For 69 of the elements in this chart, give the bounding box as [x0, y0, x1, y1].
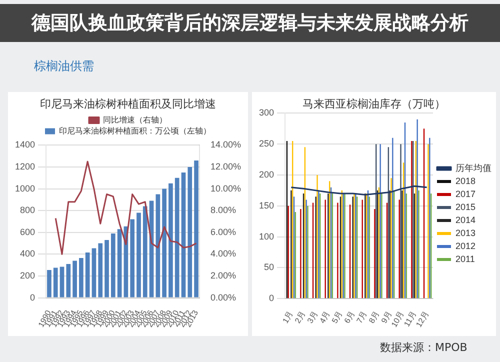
y-tick-label: 600	[20, 226, 36, 237]
source-note: 数据来源：MPOB	[380, 340, 468, 355]
y-tick-label: 50	[264, 262, 274, 272]
y-tick-label: 1000	[14, 183, 36, 194]
bar	[130, 219, 135, 298]
legend-label: 2015	[456, 202, 476, 212]
y2-tick-label: 8.00%	[210, 205, 236, 216]
y2-tick-label: 2.00%	[210, 270, 236, 280]
bar	[85, 252, 90, 298]
legend-label: 2011	[456, 254, 475, 264]
bar	[72, 260, 77, 298]
bar	[168, 183, 173, 298]
y-tick-label: 100	[258, 231, 274, 242]
y-tick-label: 250	[258, 138, 274, 149]
x-tick-label: 6月	[342, 310, 356, 325]
legend-label: 2014	[456, 214, 476, 225]
y2-tick-label: 6.00%	[210, 226, 236, 237]
x-tick-label: 2月	[293, 310, 308, 325]
y2-tick-label: 0.00%	[210, 292, 236, 302]
y-tick-label: 400	[20, 248, 36, 259]
bar	[156, 194, 160, 298]
legend-label: 历年均值	[456, 162, 492, 173]
bar	[60, 266, 64, 298]
y-tick-label: 200	[258, 169, 274, 180]
bar	[110, 233, 116, 298]
bar	[98, 243, 103, 298]
bar	[136, 212, 141, 298]
y-tick-label: 0	[269, 293, 274, 304]
legend-label: 印尼马来油棕树种植面积：万公顷（左轴）	[59, 126, 211, 136]
y-tick-label: 800	[20, 205, 36, 216]
y-tick-label: 300	[258, 108, 274, 118]
bar	[66, 264, 71, 298]
y2-tick-label: 14.00%	[210, 140, 242, 150]
y-tick-label: 1200	[14, 161, 36, 172]
legend-label: 2017	[456, 188, 476, 199]
x-tick-label: 1月	[280, 310, 295, 325]
y-tick-label: 150	[258, 200, 274, 210]
bar	[188, 166, 192, 298]
bar	[53, 268, 58, 298]
bar	[79, 258, 84, 298]
y2-tick-label: 10.00%	[210, 183, 242, 194]
x-tick-label: 12月	[414, 310, 430, 329]
y-tick-label: 0	[30, 292, 36, 302]
chart-title: 马来西亚棕榈油库存（万吨）	[302, 98, 446, 111]
x-tick-label: 5月	[330, 310, 344, 325]
y-tick-label: 1400	[14, 140, 36, 150]
bar	[142, 206, 148, 298]
legend-label: 2012	[456, 240, 476, 251]
legend-label: 2018	[456, 176, 476, 186]
bar	[92, 248, 96, 298]
chart-title: 印尼马来油棕树种植面积及同比增速	[40, 98, 216, 111]
bar	[47, 270, 52, 298]
x-tick-label: 4月	[318, 310, 332, 325]
y2-tick-label: 4.00%	[210, 248, 236, 259]
bar	[104, 240, 109, 298]
x-tick-label: 8月	[367, 310, 382, 325]
y-tick-label: 200	[20, 270, 36, 280]
bar	[162, 188, 166, 298]
legend-label: 2013	[456, 228, 476, 238]
x-tick-label: 3月	[306, 310, 320, 325]
x-tick-label: 7月	[354, 310, 369, 325]
text: 德国队换血政策背后的深层逻辑与未来发展战略分析	[0, 4, 500, 42]
bar	[117, 229, 122, 298]
bar	[181, 172, 186, 298]
y2-tick-label: 12.00%	[210, 161, 242, 172]
text: 棕榈油供需	[34, 58, 94, 75]
bar	[174, 178, 180, 298]
bar	[194, 160, 198, 298]
legend-label: 同比增速（右轴）	[103, 115, 167, 124]
